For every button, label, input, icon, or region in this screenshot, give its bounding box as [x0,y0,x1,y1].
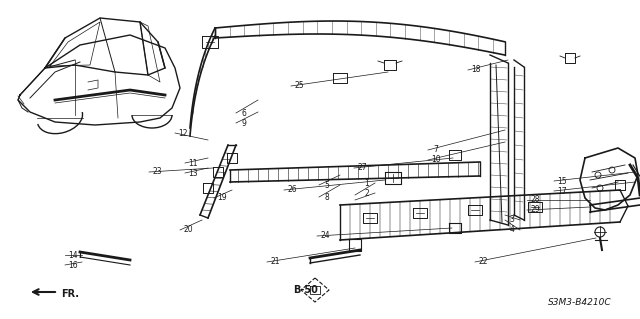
Text: 28: 28 [531,196,540,204]
Text: 7: 7 [433,145,438,154]
Text: 17: 17 [557,187,567,196]
Text: 14: 14 [68,250,78,259]
Text: 22: 22 [478,257,488,266]
Text: 10: 10 [431,155,441,165]
Text: 2: 2 [365,189,369,197]
Text: 4: 4 [509,226,515,234]
Text: S3M3-B4210C: S3M3-B4210C [548,298,612,307]
Text: FR.: FR. [61,289,79,299]
Text: 20: 20 [183,226,193,234]
Text: 5: 5 [324,181,330,189]
Text: 6: 6 [241,108,246,117]
Text: 12: 12 [179,129,188,137]
Text: 23: 23 [152,167,162,176]
Text: 21: 21 [270,257,280,266]
Text: 11: 11 [188,159,198,167]
Text: 15: 15 [557,176,567,186]
Text: 29: 29 [530,205,540,214]
Text: 16: 16 [68,261,78,270]
Text: 3: 3 [509,216,515,225]
Text: 26: 26 [287,186,297,195]
Text: 1: 1 [365,179,369,188]
Text: 27: 27 [357,164,367,173]
Text: 19: 19 [217,194,227,203]
Text: 24: 24 [320,232,330,241]
Text: 9: 9 [241,118,246,128]
Text: 8: 8 [324,192,330,202]
Text: 25: 25 [294,81,304,91]
Text: B-50: B-50 [293,285,318,295]
Text: 13: 13 [188,168,198,177]
Text: 18: 18 [471,65,481,75]
